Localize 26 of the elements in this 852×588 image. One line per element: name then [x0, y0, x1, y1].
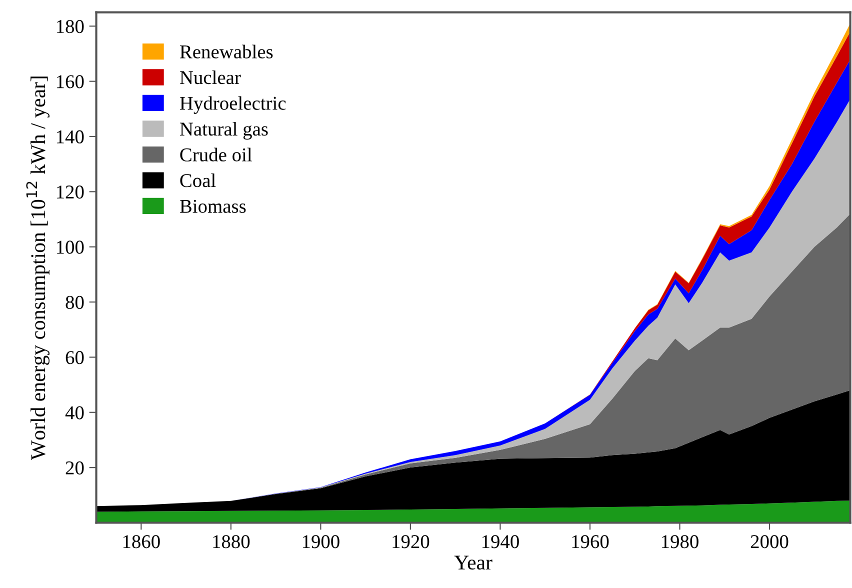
x-tick-label: 1920: [392, 535, 430, 548]
legend-label: Coal: [180, 173, 216, 188]
y-tick-label: 180: [57, 20, 84, 34]
x-tick-label: 1940: [482, 535, 519, 548]
legend-label: Natural gas: [180, 122, 268, 140]
y-tick-label: 140: [57, 130, 84, 144]
x-tick-label: 1860: [123, 535, 160, 548]
y-tick-label: 20: [66, 461, 84, 474]
y-tick-label: 60: [66, 351, 84, 364]
x-tick-label: 1880: [213, 535, 250, 548]
x-axis-title: Year: [454, 556, 492, 570]
legend-label: Crude oil: [180, 148, 252, 162]
x-tick-label: 1900: [302, 535, 340, 548]
y-tick-label: 100: [57, 240, 84, 254]
y-tick-label: 40: [65, 406, 84, 420]
legend-label: Biomass: [180, 200, 246, 213]
legend-label: Renewables: [180, 44, 273, 58]
y-tick-label: 120: [57, 185, 84, 199]
legend-label: Nuclear: [180, 70, 241, 84]
x-tick-label: 1980: [662, 535, 698, 548]
y-tick-label: 80: [66, 296, 84, 309]
y-tick-label: 160: [57, 75, 84, 88]
y-axis-title: World energy consumption [10$^{12}$ kWh / year]: [26, 76, 50, 460]
x-tick-label: 1960: [572, 535, 609, 548]
legend-label: Hydroelectric: [180, 96, 286, 114]
x-tick-label: 2000: [750, 535, 788, 548]
